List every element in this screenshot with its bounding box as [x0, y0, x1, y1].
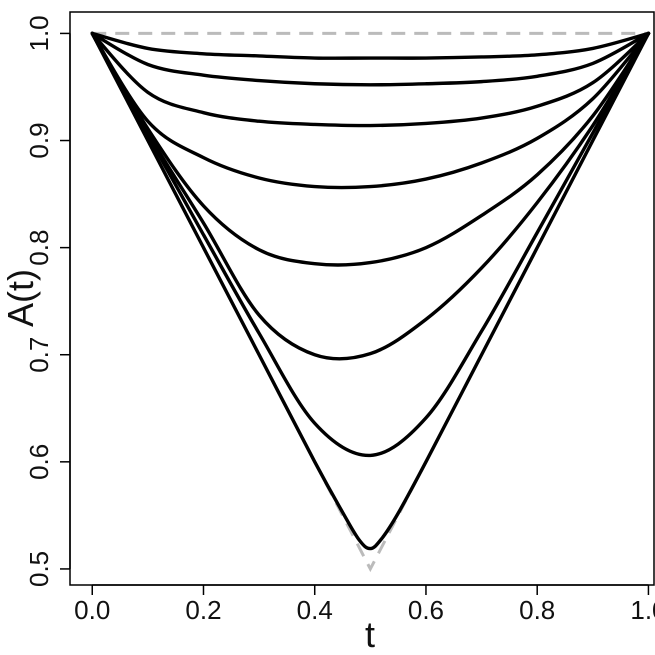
plot-area	[69, 11, 655, 586]
reference-line-2	[90, 32, 650, 573]
x-tick-label: 0.4	[297, 595, 333, 625]
reference-lines	[90, 31, 650, 573]
x-tick-label: 1.0	[630, 595, 655, 625]
y-tick-label: 0.7	[24, 337, 54, 373]
series-line-1	[90, 31, 651, 60]
series-line-6	[90, 31, 651, 361]
series-group	[90, 31, 651, 551]
y-tick-label: 0.5	[24, 551, 54, 587]
y-tick-label: 1.0	[24, 15, 54, 51]
series-line-4	[90, 31, 651, 190]
x-axis: 0.0 0.2 0.4 0.6 0.8 1.0	[74, 584, 655, 625]
y-axis-title: A(t)	[0, 269, 41, 327]
y-tick-label: 0.6	[24, 444, 54, 480]
x-tick-label: 0.2	[185, 595, 221, 625]
y-tick-label: 0.8	[24, 230, 54, 266]
y-tick-label: 0.9	[24, 122, 54, 158]
series-line-7	[90, 31, 651, 458]
x-tick-label: 0.0	[74, 595, 110, 625]
y-axis: 0.5 0.6 0.7 0.8 0.9 1.0	[24, 15, 71, 587]
series-line-5	[90, 31, 651, 267]
series-line-2	[90, 31, 651, 87]
x-tick-label: 0.6	[408, 595, 444, 625]
series-line-3	[90, 31, 651, 128]
x-tick-label: 0.8	[519, 595, 555, 625]
series-line-8	[90, 31, 651, 551]
x-axis-title: t	[365, 614, 375, 655]
